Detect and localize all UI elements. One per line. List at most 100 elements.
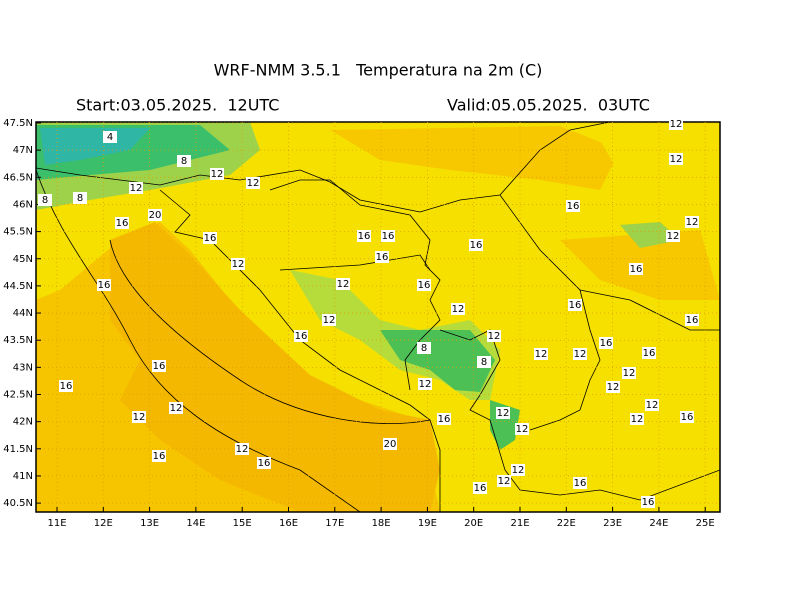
contour-label: 20 bbox=[384, 439, 397, 450]
contour-label-bg bbox=[336, 278, 350, 290]
contour-label: 16 bbox=[470, 240, 483, 251]
start-time: Start:03.05.2025. 12UTC bbox=[76, 96, 279, 115]
lat-tick-label: 44N bbox=[13, 308, 33, 319]
lon-tick-label: 21E bbox=[510, 518, 529, 529]
contour-label: 12 bbox=[670, 119, 683, 130]
contour-label-bg bbox=[515, 423, 529, 435]
contour-label: 12 bbox=[623, 368, 636, 379]
contour-label-bg bbox=[645, 399, 659, 411]
contour-label-bg bbox=[469, 239, 483, 251]
contour-label-bg bbox=[103, 131, 117, 143]
contour-label: 16 bbox=[204, 233, 217, 244]
contour-label-bg bbox=[231, 258, 245, 270]
lat-tick-label: 45N bbox=[13, 254, 33, 265]
contour-label-bg bbox=[152, 360, 166, 372]
contour-label: 12 bbox=[607, 382, 620, 393]
lon-tick-label: 20E bbox=[464, 518, 483, 529]
contour-label-bg bbox=[534, 348, 548, 360]
lat-tick-label: 43N bbox=[13, 362, 33, 373]
contour-label-bg bbox=[235, 443, 249, 455]
contour-label: 12 bbox=[574, 349, 587, 360]
contour-label: 16 bbox=[569, 300, 582, 311]
lon-tick-label: 16E bbox=[279, 518, 298, 529]
contour-label: 16 bbox=[98, 280, 111, 291]
contour-label-bg bbox=[496, 407, 510, 419]
valid-time: Valid:05.05.2025. 03UTC bbox=[447, 96, 650, 115]
lon-tick-label: 25E bbox=[696, 518, 715, 529]
contour-label-bg bbox=[566, 200, 580, 212]
contour-label: 12 bbox=[535, 349, 548, 360]
lon-tick-label: 17E bbox=[325, 518, 344, 529]
lon-tick-label: 14E bbox=[186, 518, 205, 529]
contour-label-bg bbox=[487, 330, 501, 342]
contour-label: 8 bbox=[181, 156, 187, 167]
contour-label: 12 bbox=[670, 154, 683, 165]
lon-tick-label: 12E bbox=[94, 518, 113, 529]
contour-label: 20 bbox=[149, 210, 162, 221]
contour-label-bg bbox=[622, 367, 636, 379]
contour-label: 8 bbox=[77, 193, 83, 204]
lat-tick-label: 46N bbox=[13, 199, 33, 210]
contour-label: 16 bbox=[681, 412, 694, 423]
contour-label-bg bbox=[417, 279, 431, 291]
contour-label-bg bbox=[685, 216, 699, 228]
lon-tick-label: 15E bbox=[233, 518, 252, 529]
contour-label-bg bbox=[383, 438, 397, 450]
contour-label-bg bbox=[629, 263, 643, 275]
contour-label: 16 bbox=[258, 458, 271, 469]
contour-label: 8 bbox=[421, 343, 427, 354]
contour-label-bg bbox=[148, 209, 162, 221]
lon-tick-label: 11E bbox=[47, 518, 66, 529]
lat-tick-label: 47.5N bbox=[3, 118, 33, 129]
lat-tick-label: 43.5N bbox=[3, 335, 33, 346]
contour-label-bg bbox=[511, 464, 525, 476]
lat-tick-label: 45.5N bbox=[3, 227, 33, 238]
contour-label: 12 bbox=[337, 279, 350, 290]
contour-label: 12 bbox=[686, 217, 699, 228]
contour-label-bg bbox=[177, 155, 191, 167]
lon-tick-label: 23E bbox=[603, 518, 622, 529]
contour-label: 12 bbox=[497, 408, 510, 419]
contour-label-bg bbox=[666, 230, 680, 242]
contour-label-bg bbox=[669, 153, 683, 165]
lat-tick-label: 44.5N bbox=[3, 281, 33, 292]
contour-label: 16 bbox=[153, 361, 166, 372]
contour-label: 8 bbox=[42, 195, 48, 206]
contour-label-bg bbox=[257, 457, 271, 469]
contour-label-bg bbox=[73, 192, 87, 204]
contour-label-bg bbox=[685, 314, 699, 326]
contour-label-bg bbox=[152, 450, 166, 462]
lat-tick-label: 46.5N bbox=[3, 172, 33, 183]
contour-label: 12 bbox=[516, 424, 529, 435]
contour-label: 16 bbox=[382, 231, 395, 242]
contour-label: 12 bbox=[130, 183, 143, 194]
contour-label: 12 bbox=[236, 444, 249, 455]
lon-tick-label: 18E bbox=[372, 518, 391, 529]
contour-label: 12 bbox=[452, 304, 465, 315]
contour-label: 12 bbox=[211, 169, 224, 180]
contour-label-bg bbox=[599, 337, 613, 349]
contour-label: 12 bbox=[631, 414, 644, 425]
contour-label-bg bbox=[59, 380, 73, 392]
contour-label: 12 bbox=[232, 259, 245, 270]
contour-label: 12 bbox=[667, 231, 680, 242]
contour-label-bg bbox=[381, 230, 395, 242]
contour-label: 16 bbox=[574, 478, 587, 489]
contour-label-bg bbox=[97, 279, 111, 291]
contour-label: 12 bbox=[488, 331, 501, 342]
contour-label: 12 bbox=[512, 465, 525, 476]
contour-label: 16 bbox=[418, 280, 431, 291]
contour-label-bg bbox=[169, 402, 183, 414]
contour-label-bg bbox=[437, 413, 451, 425]
contour-label: 16 bbox=[642, 497, 655, 508]
contour-label-bg bbox=[630, 413, 644, 425]
contour-label: 12 bbox=[646, 400, 659, 411]
contour-label: 12 bbox=[133, 412, 146, 423]
contour-label: 16 bbox=[600, 338, 613, 349]
lon-tick-label: 19E bbox=[418, 518, 437, 529]
contour-label-bg bbox=[132, 411, 146, 423]
contour-label: 16 bbox=[153, 451, 166, 462]
contour-label-bg bbox=[115, 217, 129, 229]
contour-label-bg bbox=[38, 194, 52, 206]
